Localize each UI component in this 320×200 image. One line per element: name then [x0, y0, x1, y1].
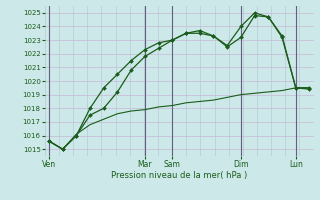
X-axis label: Pression niveau de la mer( hPa ): Pression niveau de la mer( hPa ) — [111, 171, 247, 180]
